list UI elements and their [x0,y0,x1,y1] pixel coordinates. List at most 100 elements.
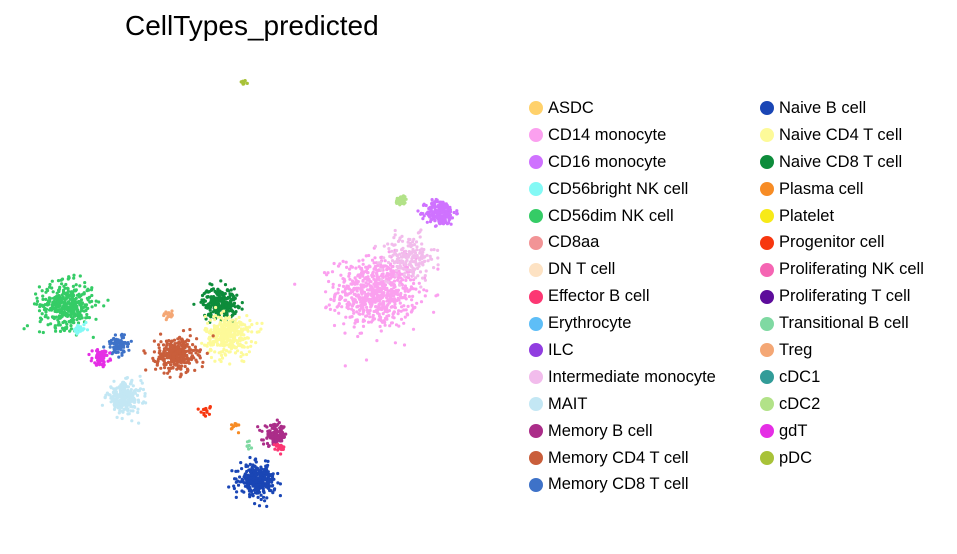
scatter-point [236,469,240,473]
scatter-point [270,484,274,488]
scatter-point [94,362,98,367]
scatter-point [201,360,205,364]
scatter-point [131,384,135,388]
scatter-point [219,331,223,336]
legend-label: Naive CD8 T cell [779,152,903,171]
scatter-point [75,318,79,322]
scatter-point [167,314,171,318]
scatter-point [216,315,220,319]
scatter-point [346,285,350,289]
scatter-point [216,300,220,304]
scatter-point [327,303,331,307]
scatter-point [369,284,373,288]
scatter-point [259,493,263,497]
scatter-point [213,328,217,333]
scatter-point [274,430,278,434]
scatter-point [119,390,123,394]
scatter-point [257,472,261,476]
scatter-point [72,273,76,277]
scatter-point [237,423,241,427]
scatter-point [207,290,211,294]
scatter-point [112,387,116,391]
scatter-point [44,290,48,294]
scatter-point [144,401,148,405]
scatter-point [121,381,125,385]
scatter-point [223,352,227,356]
scatter-point [387,289,391,293]
scatter-point [348,277,352,281]
scatter-point [328,307,332,311]
scatter-point [183,364,187,369]
scatter-point [404,267,408,271]
scatter-point [432,266,436,270]
scatter-point [37,309,42,313]
scatter-point [358,312,362,316]
scatter-point [65,325,69,329]
scatter-point [350,282,354,286]
scatter-point [401,196,405,200]
scatter-point [371,313,375,318]
scatter-point [344,298,348,302]
scatter-point [181,354,185,358]
scatter-point [404,308,408,312]
scatter-point [239,355,243,359]
scatter-point [367,298,371,302]
legend-item: CD56dim NK cell [529,203,716,230]
scatter-point [68,329,72,333]
scatter-point [381,300,385,304]
scatter-point [364,299,368,303]
scatter-point [385,271,390,276]
scatter-point [185,353,189,357]
scatter-point [249,340,253,344]
scatter-point [391,269,395,273]
scatter-point [332,323,337,328]
scatter-point [360,296,364,300]
scatter-point [399,309,403,313]
scatter-point [239,321,243,325]
scatter-point [159,340,163,344]
scatter-point [433,209,438,213]
scatter-point [93,303,98,307]
scatter-point [366,265,370,269]
scatter-point [371,318,375,322]
scatter-point [403,263,407,267]
scatter-point [393,251,397,255]
scatter-point [53,324,57,328]
scatter-point [397,275,401,279]
scatter-point [401,261,405,265]
scatter-point [51,290,55,294]
legend-item: ASDC [529,95,716,122]
legend-item: gdT [760,418,924,445]
scatter-point [89,288,94,292]
scatter-point [71,300,75,304]
cluster-cd16-monocyte [416,197,459,228]
scatter-point [85,312,89,317]
scatter-point [371,287,375,291]
scatter-point [422,288,426,292]
scatter-point [157,343,161,347]
scatter-point [275,438,279,442]
scatter-point [188,357,192,361]
scatter-point [246,345,250,349]
scatter-point [402,308,406,312]
scatter-point [45,287,49,291]
scatter-point [219,311,223,315]
scatter-point [38,305,42,309]
scatter-point [397,269,401,273]
scatter-point [166,371,170,375]
legend-marker [760,155,774,170]
legend-label: MAIT [548,394,588,413]
scatter-point [122,333,126,337]
scatter-point [352,311,356,315]
scatter-point [395,248,399,253]
scatter-point [344,315,348,319]
cluster-naive-cd8-t-cell [192,279,244,324]
scatter-point [97,300,101,304]
scatter-point [363,302,367,306]
scatter-point [358,331,362,335]
scatter-point [55,310,59,314]
scatter-point [361,258,365,262]
scatter-point [281,432,285,436]
scatter-point [211,339,216,343]
scatter-point [106,298,110,302]
